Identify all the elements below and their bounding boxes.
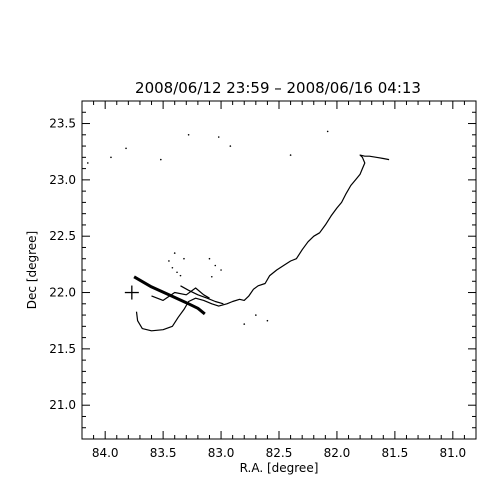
plot-frame [81,100,477,440]
x-tick-label: 83.0 [208,446,235,460]
data-point [187,134,190,136]
data-point [255,314,257,316]
chart-title: 2008/06/12 23:59 – 2008/06/16 04:13 [135,79,421,97]
data-point [217,136,220,138]
x-tick-label: 82.5 [266,446,293,460]
x-tick-label: 83.5 [150,446,177,460]
data-point [183,257,185,260]
data-point [220,269,222,271]
x-tick-label: 82.0 [324,446,351,460]
data-point [289,154,292,156]
y-tick-label: 21.0 [49,398,76,412]
track-line [135,154,390,332]
data-point [326,130,329,133]
x-tick-label: 84.0 [92,446,119,460]
y-tick-label: 23.5 [49,117,76,131]
marker-layer [124,285,139,300]
y-tick-label: 22.5 [49,229,76,243]
data-point [229,145,232,147]
data-point [266,319,269,322]
data-point [125,147,127,150]
y-axis-title: Dec [degree] [25,231,39,309]
y-tick-label: 23.0 [49,173,76,187]
data-point [160,158,162,161]
data-point [210,275,213,278]
x-axis-title: R.A. [degree] [240,461,319,475]
data-point [179,274,182,277]
track-line [151,287,210,301]
data-point [214,264,217,267]
data-point [110,156,112,159]
x-tick-label: 81.5 [382,446,409,460]
data-point [173,252,176,254]
data-point [208,257,211,260]
track-line [180,285,224,305]
data-point [168,260,170,262]
y-tick-label: 22.0 [49,286,76,300]
data-point [86,162,89,164]
x-tick-label: 81.0 [439,446,466,460]
data-point [176,271,178,274]
data-point [243,323,246,325]
data-point [171,266,174,269]
y-axis: 21.0 21.5 22.0 22.5 23.0 23.5 [49,111,476,429]
x-axis: 84.0 83.5 83.0 82.5 82.0 81.5 81.0 [92,101,466,460]
y-tick-label: 21.5 [49,342,76,356]
series-layer [86,130,390,332]
track-line [133,275,206,316]
